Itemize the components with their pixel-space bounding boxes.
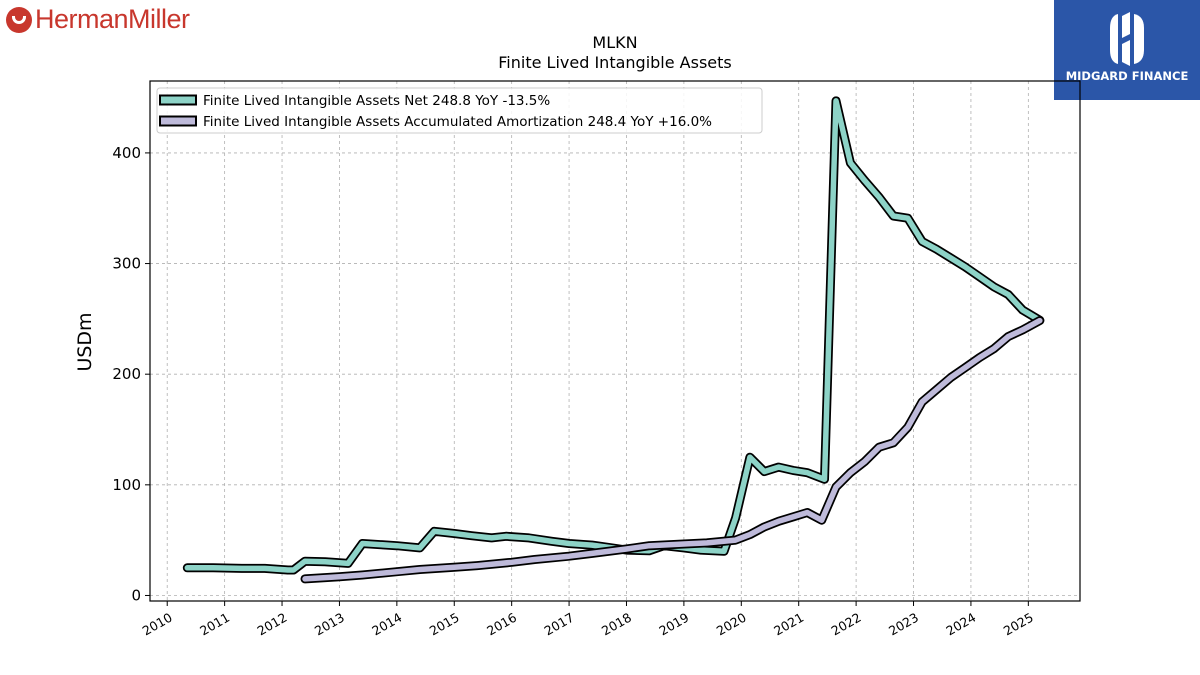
grid-layer [150, 81, 1080, 601]
midgard-finance-logo-icon [1110, 12, 1144, 66]
y-tick-label: 200 [112, 365, 141, 383]
y-tick-label: 400 [112, 144, 141, 162]
y-tick-label: 300 [112, 255, 141, 273]
hermanmiller-logo-icon [6, 6, 32, 33]
x-tick-label: 2020 [714, 610, 749, 639]
y-tick-label: 0 [131, 586, 141, 604]
legend: Finite Lived Intangible Assets Net 248.8… [156, 87, 763, 134]
chart-title: MLKN [592, 33, 637, 52]
x-tick-label: 2014 [369, 610, 404, 639]
x-tick-label: 2010 [140, 610, 175, 639]
x-tick-label: 2021 [771, 610, 806, 639]
legend-label-0: Finite Lived Intangible Assets Net 248.8… [203, 93, 550, 109]
x-tick-label: 2019 [656, 610, 691, 639]
midgard-finance-logo-text: MIDGARD FINANCE [1065, 69, 1189, 83]
x-tick-label: 2013 [312, 610, 347, 639]
chart-subtitle: Finite Lived Intangible Assets [498, 53, 731, 72]
y-tick-label: 100 [112, 476, 141, 494]
x-tick-label: 2011 [197, 610, 232, 639]
x-tick-label: 2015 [427, 610, 462, 639]
series-0-line [184, 98, 1043, 573]
x-tick-label: 2022 [829, 610, 864, 639]
hermanmiller-logo-text: HermanMiller [35, 4, 190, 34]
x-tick-label: 2016 [484, 610, 519, 639]
legend-label-1: Finite Lived Intangible Assets Accumulat… [203, 114, 712, 130]
x-tick-label: 2017 [542, 610, 577, 639]
x-tick-label: 2012 [254, 610, 289, 639]
legend-box [156, 87, 763, 134]
legend-swatch-1 [159, 115, 197, 127]
x-tick-label: 2023 [886, 610, 921, 639]
x-tick-label: 2025 [1001, 610, 1036, 639]
plot-frame [149, 80, 1081, 602]
series-0-outline [182, 96, 1045, 575]
x-tick-label: 2018 [599, 610, 634, 639]
x-tick-label: 2024 [943, 610, 978, 639]
midgard-finance-logo: MIDGARD FINANCE [1054, 0, 1200, 100]
series-1-line [302, 317, 1043, 582]
legend-swatch-0 [159, 94, 197, 106]
y-axis-label: USDm [74, 312, 96, 371]
series-layer [182, 96, 1045, 584]
series-1-outline [300, 316, 1045, 584]
hermanmiller-logo: HermanMiller [6, 4, 190, 35]
